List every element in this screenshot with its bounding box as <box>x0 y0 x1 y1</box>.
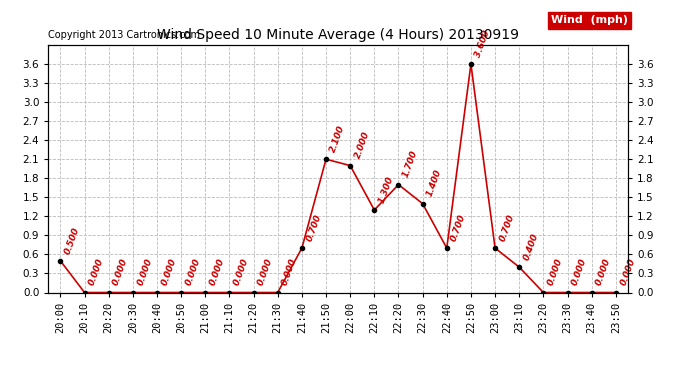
Text: 0.700: 0.700 <box>305 213 323 243</box>
Text: 2.000: 2.000 <box>353 130 371 160</box>
Text: 1.300: 1.300 <box>377 175 395 204</box>
Title: Wind Speed 10 Minute Average (4 Hours) 20130919: Wind Speed 10 Minute Average (4 Hours) 2… <box>157 28 519 42</box>
Text: 0.700: 0.700 <box>498 213 516 243</box>
Text: Wind  (mph): Wind (mph) <box>551 15 628 25</box>
Text: 0.000: 0.000 <box>619 257 637 287</box>
Text: 0.000: 0.000 <box>136 257 154 287</box>
Text: 0.000: 0.000 <box>281 257 299 287</box>
Text: 1.700: 1.700 <box>402 149 420 179</box>
Text: 0.000: 0.000 <box>233 257 250 287</box>
Text: 0.000: 0.000 <box>184 257 202 287</box>
Text: 0.000: 0.000 <box>88 257 106 287</box>
Text: 0.500: 0.500 <box>63 225 81 255</box>
Text: 1.400: 1.400 <box>426 168 444 198</box>
Text: 3.600: 3.600 <box>474 29 492 58</box>
Text: 0.000: 0.000 <box>208 257 226 287</box>
Text: 0.000: 0.000 <box>546 257 564 287</box>
Text: 0.000: 0.000 <box>112 257 130 287</box>
Text: Copyright 2013 Cartronics.com: Copyright 2013 Cartronics.com <box>48 30 200 40</box>
Text: 0.700: 0.700 <box>450 213 468 243</box>
Text: 0.000: 0.000 <box>571 257 589 287</box>
Text: 0.000: 0.000 <box>257 257 275 287</box>
Text: 0.400: 0.400 <box>522 232 540 261</box>
Text: 2.100: 2.100 <box>329 124 347 154</box>
Text: 0.000: 0.000 <box>160 257 178 287</box>
Text: 0.000: 0.000 <box>595 257 613 287</box>
